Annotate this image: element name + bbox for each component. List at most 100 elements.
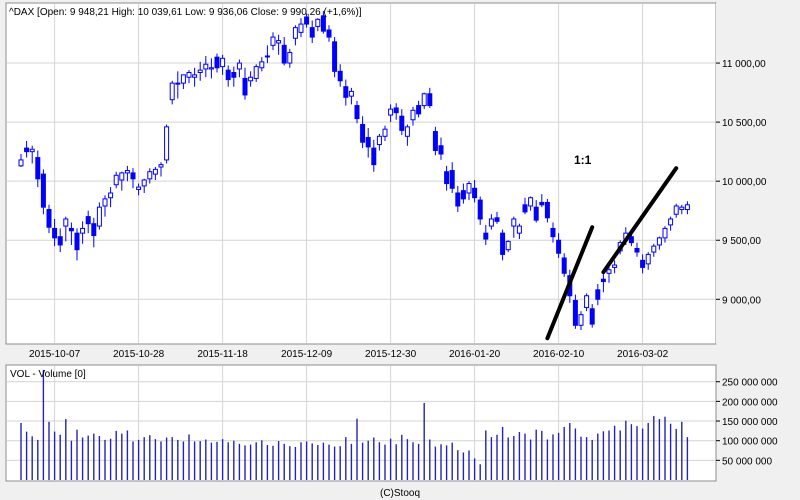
candle (556, 233, 562, 258)
candle-body-up (578, 314, 584, 326)
volume-y-tick-labels: 50 000 000 100 000 000 150 000 000 200 000 … (716, 378, 778, 467)
candle (236, 59, 242, 78)
candle (343, 79, 349, 106)
candle (578, 311, 584, 331)
candle-body-up (208, 67, 214, 70)
candle (466, 181, 472, 201)
candle-body-down (85, 216, 91, 225)
trendline (545, 225, 595, 341)
candle-body-up (180, 74, 186, 84)
candle-body-down (589, 308, 595, 325)
candle-body-up (119, 172, 125, 181)
price-x-tick-label: 2016-02-10 (533, 349, 585, 360)
candle-body-down (634, 248, 640, 253)
candle (544, 198, 550, 223)
candle-body-up (404, 126, 410, 137)
candle-body-up (192, 74, 198, 78)
candle (460, 183, 466, 204)
candle-body-up (253, 66, 259, 79)
candle (612, 260, 618, 274)
candle (270, 32, 276, 51)
candle (192, 67, 198, 87)
candle (231, 66, 237, 87)
candle (640, 254, 646, 274)
candle-body-up (276, 40, 282, 44)
candle-body-down (483, 232, 489, 240)
candle-body-up (410, 109, 416, 121)
candle (208, 58, 214, 79)
candle (186, 70, 192, 84)
candle-body-up (141, 179, 147, 187)
candle (528, 196, 534, 211)
candle (505, 240, 511, 253)
candle-body-down (74, 232, 80, 251)
candle (141, 178, 147, 193)
candle-body-down (242, 77, 248, 96)
candle (600, 273, 606, 293)
volume-series (20, 369, 689, 480)
candle (304, 13, 310, 28)
candle-body-up (169, 82, 175, 101)
candle-body-down (130, 172, 136, 180)
candle (35, 150, 41, 188)
candle-body-up (147, 171, 153, 180)
price-x-tick-labels: 2015-10-07 2015-10-28 2015-11-18 2015-12-09… (29, 349, 669, 360)
candle (320, 11, 326, 34)
candle-body-down (477, 199, 483, 220)
candle-body-down (343, 86, 349, 98)
candle-body-up (164, 126, 170, 161)
candle-body-up (656, 237, 662, 246)
candle-body-up (248, 76, 254, 82)
candle-body-up (505, 240, 511, 251)
candle (511, 216, 517, 238)
candle (63, 216, 69, 242)
candle (421, 92, 427, 110)
candle (158, 162, 164, 177)
candle (651, 243, 657, 257)
candle (281, 37, 287, 66)
candle-body-down (533, 206, 539, 221)
candle-body-up (63, 218, 69, 227)
candle (315, 18, 321, 32)
candle-body-up (376, 135, 382, 146)
candle-body-up (236, 62, 242, 70)
candle-body-up (298, 23, 304, 33)
candle (292, 25, 298, 46)
candle (309, 20, 315, 43)
candle (80, 221, 86, 244)
candle (348, 87, 354, 105)
candle-body-down (40, 173, 46, 208)
candle (533, 200, 539, 223)
candle (124, 165, 130, 182)
candle (572, 294, 578, 329)
candle-body-down (91, 223, 97, 237)
price-x-tick-label: 2015-10-28 (113, 349, 165, 360)
price-y-tick-labels: 9 000,00 9 500,00 10 000,00 10 500,00 11 000… (716, 59, 767, 306)
price-x-tick-label: 2016-03-02 (617, 349, 669, 360)
volume-y-tick-label: 50 000 000 (722, 456, 772, 467)
candle-body-up (612, 264, 618, 268)
price-panel (5, 2, 717, 345)
candle-body-up (108, 192, 114, 199)
candle (287, 48, 293, 68)
candle (404, 124, 410, 146)
candle-body-up (136, 186, 142, 190)
candle (130, 168, 136, 189)
candle-body-down (35, 157, 41, 180)
candle-body-up (175, 82, 181, 85)
candle (365, 128, 371, 158)
candle-body-up (668, 218, 674, 226)
candle-body-up (679, 206, 685, 211)
header-open-value: 9 948,21 (70, 7, 109, 18)
candle-body-up (528, 197, 534, 207)
candle-body-up (421, 93, 427, 107)
candle (326, 25, 332, 42)
candle-body-up (197, 69, 203, 74)
candle-body-down (281, 44, 287, 64)
candle (354, 100, 360, 124)
candle-body-down (393, 107, 399, 114)
candle (298, 18, 304, 38)
candle-body-down (46, 209, 52, 228)
candle (634, 242, 640, 257)
